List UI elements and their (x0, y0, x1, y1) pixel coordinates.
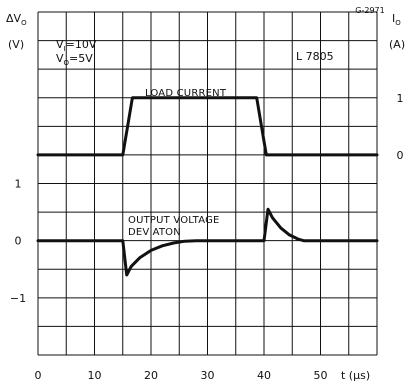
right-axis-tick-label: 1 (397, 92, 404, 105)
left-axis-tick-label: −1 (10, 292, 26, 305)
x-axis-label: t (µs) (341, 369, 370, 382)
right-axis-symbol: IO (392, 12, 401, 27)
left-axis-unit: (V) (8, 38, 24, 51)
series-label-deviation: DEVIATON (128, 227, 181, 238)
figure-code: G-2971 (355, 6, 384, 15)
left-axis-symbol: ΔVO (6, 12, 27, 27)
test-condition: VO=5V (56, 52, 93, 67)
left-axis: ΔVO (V) 1 0 −1 (6, 12, 27, 305)
x-axis-tick-label: 50 (314, 369, 328, 382)
left-axis-tick-label: 0 (15, 235, 22, 248)
x-axis-tick-label: 10 (88, 369, 102, 382)
x-axis-tick-label: 40 (257, 369, 271, 382)
left-axis-tick-label: 1 (15, 178, 22, 191)
series-label-output-voltage: OUTPUT VOLTAGE (128, 215, 220, 226)
x-axis-tick-label: 30 (201, 369, 215, 382)
x-axis: 0 10 20 30 40 50 t (µs) (35, 369, 371, 382)
series-label-load-current: LOAD CURRENT (145, 88, 227, 99)
test-condition: VI=10V (56, 38, 97, 53)
right-axis-tick-label: 0 (397, 149, 404, 162)
load-current-trace (36, 96, 379, 157)
right-axis-unit: (A) (389, 38, 405, 51)
series-layer (36, 96, 379, 277)
output-voltage-deviation-trace (36, 207, 379, 277)
right-axis: IO (A) 1 0 (389, 12, 405, 162)
x-axis-tick-label: 20 (144, 369, 158, 382)
x-axis-tick-label: 0 (35, 369, 42, 382)
device-label: L 7805 (296, 50, 334, 63)
